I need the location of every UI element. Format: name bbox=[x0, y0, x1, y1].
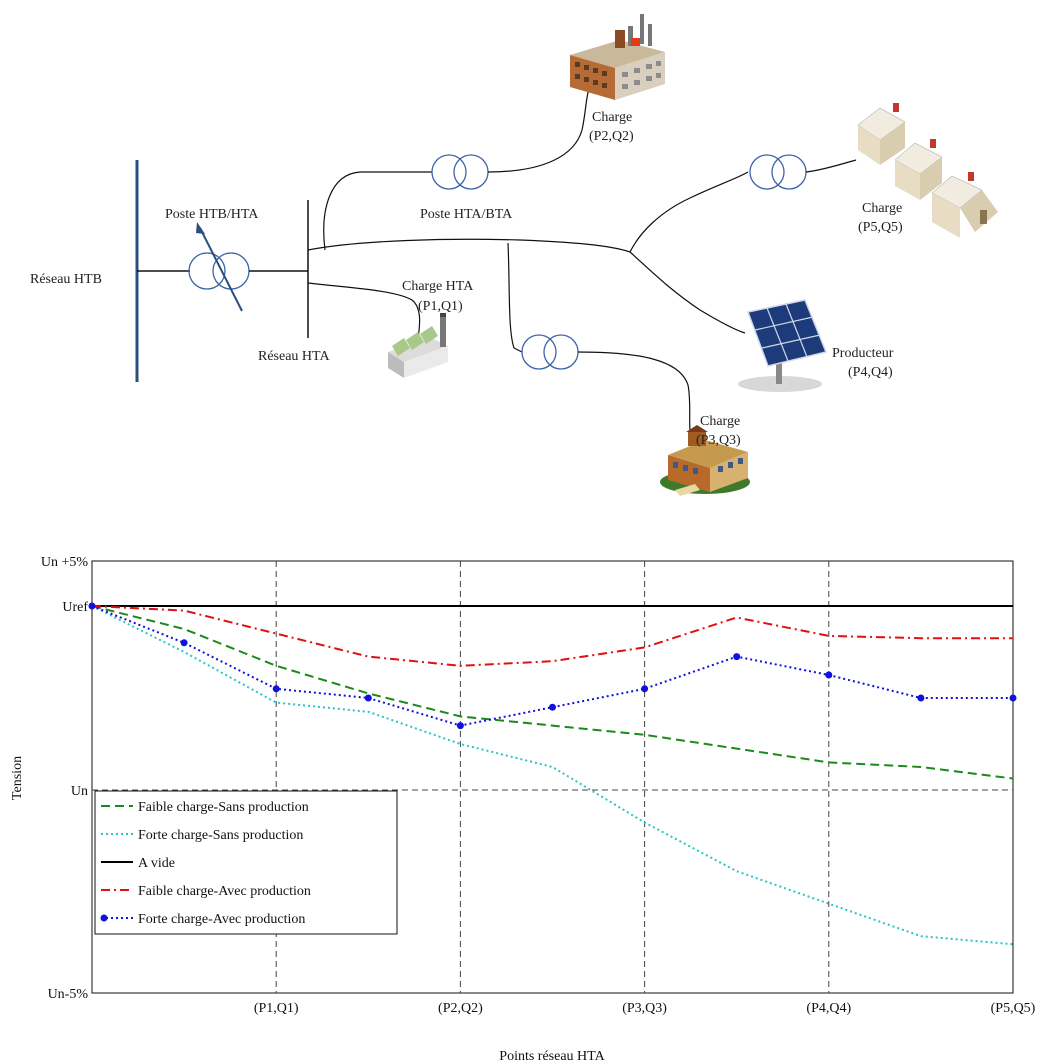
transformer-icon bbox=[749, 154, 807, 190]
chart-legend: Faible charge-Sans production Forte charg… bbox=[94, 790, 398, 935]
x-tick-label: (P5,Q5) bbox=[991, 1001, 1036, 1016]
poste-hta-bta-label: Poste HTA/BTA bbox=[420, 207, 513, 222]
series-line bbox=[91, 605, 1013, 667]
series-point bbox=[641, 685, 649, 693]
transformer-icon bbox=[521, 334, 579, 370]
producteur-label: Producteur bbox=[832, 346, 894, 361]
charge-hta-pq-label: (P1,Q1) bbox=[418, 299, 463, 314]
charge2-pq-label: (P2,Q2) bbox=[589, 129, 634, 144]
y-tick-label: Uref bbox=[62, 600, 88, 615]
legend-label: A vide bbox=[138, 856, 175, 871]
charge2-label: Charge bbox=[592, 110, 632, 125]
transformer-icon bbox=[431, 154, 489, 190]
y-axis-label: Tension bbox=[10, 756, 25, 800]
charge3-pq-label: (P3,Q3) bbox=[696, 433, 741, 448]
legend-label: Faible charge-Avec production bbox=[138, 884, 311, 899]
tap-changer-transformer-icon bbox=[188, 222, 250, 312]
branch-p5 bbox=[629, 171, 749, 253]
reseau-htb-label: Réseau HTB bbox=[30, 272, 102, 287]
x-tick-label: (P4,Q4) bbox=[806, 1001, 851, 1016]
series-point bbox=[825, 671, 833, 679]
series-line bbox=[91, 605, 1014, 946]
producteur-pq-label: (P4,Q4) bbox=[848, 365, 893, 380]
series-line bbox=[91, 605, 1013, 727]
chart-y-ticks: Un +5% Uref Un Un-5% bbox=[41, 555, 89, 1002]
series-point bbox=[1009, 694, 1017, 702]
legend-box bbox=[94, 790, 398, 935]
school-building-icon bbox=[660, 425, 750, 496]
series-line bbox=[91, 605, 1014, 780]
branch-p3 bbox=[507, 242, 523, 353]
x-tick-label: (P1,Q1) bbox=[254, 1001, 299, 1016]
x-tick-label: (P2,Q2) bbox=[438, 1001, 483, 1016]
branch-p2-out bbox=[487, 84, 591, 173]
chart-series bbox=[88, 602, 1017, 946]
x-tick-label: (P3,Q3) bbox=[622, 1001, 667, 1016]
poste-htb-hta-label: Poste HTB/HTA bbox=[165, 207, 259, 222]
y-tick-label: Un +5% bbox=[41, 555, 89, 570]
series-point bbox=[88, 602, 96, 610]
series-point bbox=[180, 639, 188, 647]
charge5-label: Charge bbox=[862, 201, 902, 216]
series-point bbox=[917, 694, 925, 702]
office-building-icon bbox=[570, 14, 665, 100]
network-diagram: Réseau HTB Poste HTB/HTA Réseau HTA Post… bbox=[30, 14, 998, 496]
chart-x-ticks: (P1,Q1) (P2,Q2) (P3,Q3) (P4,Q4) (P5,Q5) bbox=[254, 1001, 1036, 1016]
chart-grid bbox=[92, 561, 1013, 993]
branch-p5-out bbox=[805, 159, 857, 173]
charge5-pq-label: (P5,Q5) bbox=[858, 220, 903, 235]
legend-label: Faible charge-Sans production bbox=[138, 800, 309, 815]
charge3-label: Charge bbox=[700, 414, 740, 429]
branch-p3-out bbox=[577, 351, 691, 431]
branch-p2 bbox=[323, 171, 432, 251]
legend-label: Forte charge-Avec production bbox=[138, 912, 305, 927]
legend-marker bbox=[100, 914, 108, 922]
x-axis-label: Points réseau HTA bbox=[499, 1049, 605, 1064]
series-point bbox=[733, 653, 741, 661]
houses-icon bbox=[857, 103, 998, 238]
solar-panel-icon bbox=[738, 299, 828, 392]
y-tick-label: Un bbox=[71, 784, 88, 799]
series-point bbox=[272, 685, 280, 693]
charge-hta-label: Charge HTA bbox=[402, 279, 474, 294]
branch-p4 bbox=[629, 251, 746, 334]
series-point bbox=[364, 694, 372, 702]
series-point bbox=[549, 703, 556, 711]
factory-icon bbox=[388, 313, 448, 378]
reseau-hta-label: Réseau HTA bbox=[258, 349, 330, 364]
series-point bbox=[456, 722, 464, 730]
branch-p1 bbox=[307, 282, 421, 339]
legend-label: Forte charge-Sans production bbox=[138, 828, 303, 843]
voltage-chart: (P1,Q1) (P2,Q2) (P3,Q3) (P4,Q4) (P5,Q5) Un +… bbox=[10, 555, 1036, 1064]
y-tick-label: Un-5% bbox=[48, 987, 89, 1002]
main-feeder bbox=[307, 238, 631, 253]
